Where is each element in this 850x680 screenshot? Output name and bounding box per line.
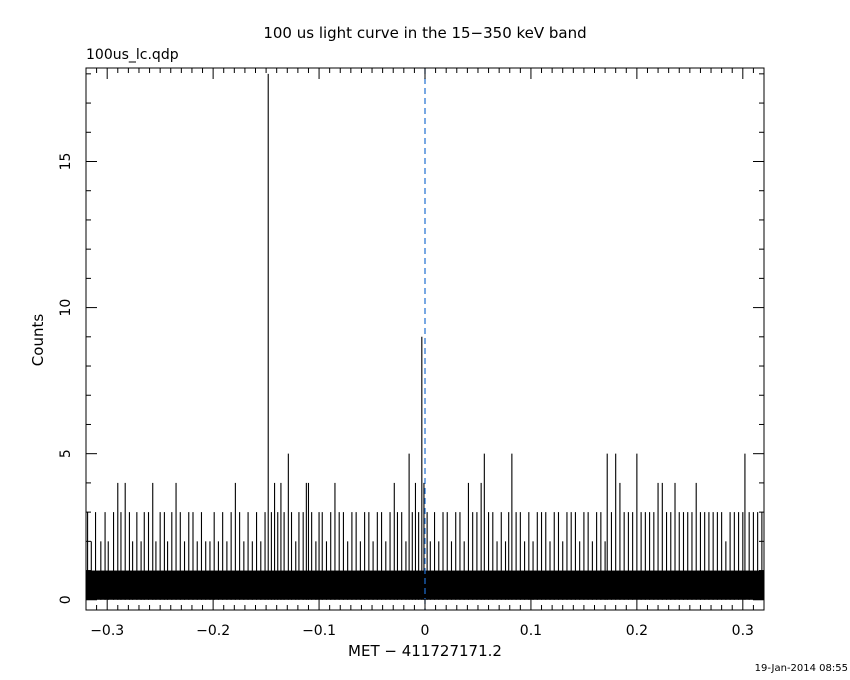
y-tick-label: 0 xyxy=(58,595,74,604)
file-label: 100us_lc.qdp xyxy=(86,47,179,63)
x-axis-label: MET − 411727171.2 xyxy=(348,642,502,660)
y-tick-label: 5 xyxy=(58,449,74,458)
x-tick-label: 0 xyxy=(421,623,430,639)
bars-layer xyxy=(86,73,764,600)
ticks-layer xyxy=(85,68,765,610)
x-tick-label: 0.2 xyxy=(626,623,648,639)
y-tick-label: 10 xyxy=(58,299,74,317)
y-tick-label: 15 xyxy=(58,153,74,171)
x-tick-label: 0.3 xyxy=(732,623,754,639)
x-tick-label: −0.1 xyxy=(302,623,336,639)
y-axis-label: Counts xyxy=(29,314,47,367)
chart-title: 100 us light curve in the 15−350 keV ban… xyxy=(263,24,586,42)
x-tick-label: −0.3 xyxy=(90,623,124,639)
baseline-band xyxy=(86,570,764,600)
x-tick-label: −0.2 xyxy=(196,623,230,639)
x-tick-label: 0.1 xyxy=(520,623,542,639)
y-tick-labels: 0 5 10 15 xyxy=(58,153,74,605)
footer-timestamp: 19-Jan-2014 08:55 xyxy=(755,663,848,674)
x-tick-labels: −0.3 −0.2 −0.1 0 0.1 0.2 0.3 xyxy=(90,623,754,639)
